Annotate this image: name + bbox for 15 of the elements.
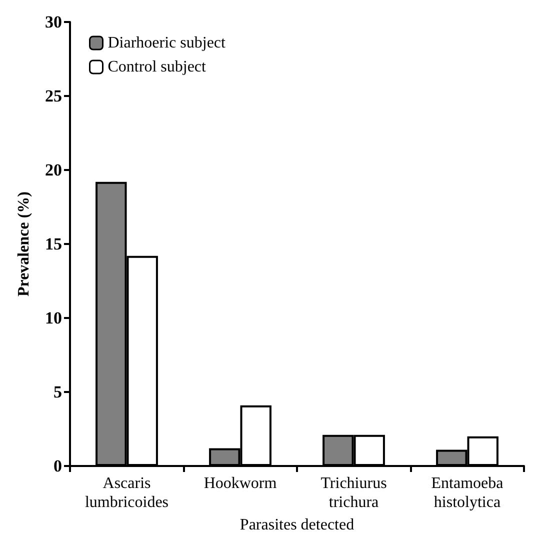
y-tick-label: 5: [54, 382, 62, 402]
legend-label: Diarhoeric subject: [108, 34, 226, 52]
y-tick-label: 15: [45, 234, 62, 254]
y-tick-label: 30: [45, 12, 62, 32]
x-axis-title: Parasites detected: [240, 516, 354, 534]
y-tick-label: 10: [45, 308, 62, 328]
x-tick-label: Hookworm: [204, 475, 278, 492]
y-tick-label: 25: [45, 86, 62, 106]
legend-label: Control subject: [108, 58, 207, 76]
y-axis-title: Prevalence (%): [16, 192, 32, 296]
y-tick-label: 0: [54, 456, 62, 476]
x-tick-label: Trichiurus trichura: [320, 475, 387, 511]
x-tick-label: Ascaris lumbricoides: [84, 475, 169, 511]
y-tick-label: 20: [45, 160, 62, 180]
x-tick-label: Entamoeba histolytica: [431, 475, 504, 511]
